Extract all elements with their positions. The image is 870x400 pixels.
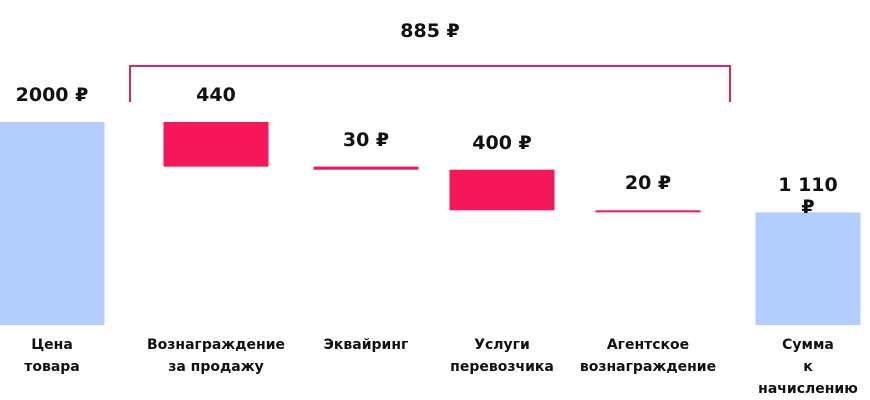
value-label: 400 ₽ — [472, 131, 532, 154]
bar — [313, 166, 419, 170]
bar — [449, 169, 555, 211]
bar — [163, 122, 269, 167]
x-tick-label: Эквайринг — [323, 337, 409, 353]
x-tick-label: Агентское вознаграждение — [579, 337, 717, 375]
x-tick-label: Вознаграждение за продажу — [146, 337, 286, 375]
x-tick-label: Сумма к начислению — [758, 337, 858, 397]
value-label: 440 — [196, 84, 236, 106]
x-tick-label: Услуги перевозчика — [450, 337, 554, 375]
value-label: 30 ₽ — [342, 128, 390, 151]
bar — [755, 212, 861, 325]
x-tick-label: Цена товара — [24, 337, 80, 375]
value-label: 2000 ₽ — [15, 84, 89, 106]
value-label: 20 ₽ — [624, 172, 672, 195]
bar — [0, 122, 105, 325]
bar — [595, 210, 701, 213]
bracket — [129, 65, 731, 102]
value-label: 1 110 ₽ — [778, 174, 838, 219]
annotation: 885 ₽ — [400, 20, 460, 42]
